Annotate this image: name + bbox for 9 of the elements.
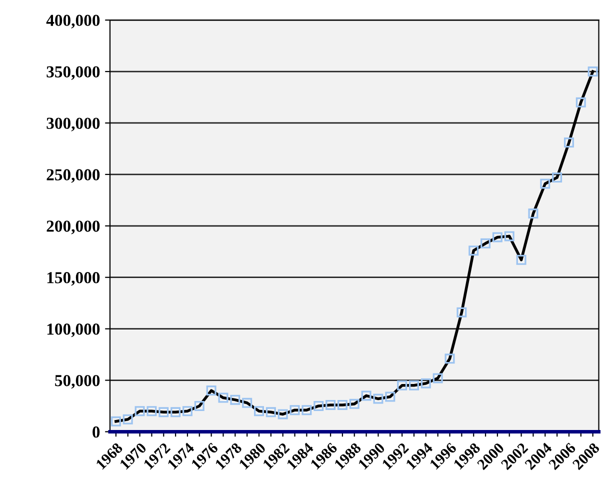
y-tick-label: 150,000 <box>47 272 100 286</box>
y-tick-label: 400,000 <box>46 14 100 28</box>
y-tick-label: 250,000 <box>46 169 100 183</box>
y-tick-label: 350,000 <box>46 66 100 80</box>
y-tick-label: 50,000 <box>55 374 100 389</box>
y-tick-label: 100,000 <box>47 324 100 338</box>
y-tick-label: 0 <box>92 426 100 438</box>
y-tick-label: 300,000 <box>46 118 100 132</box>
y-tick-label: 200,000 <box>46 220 100 234</box>
